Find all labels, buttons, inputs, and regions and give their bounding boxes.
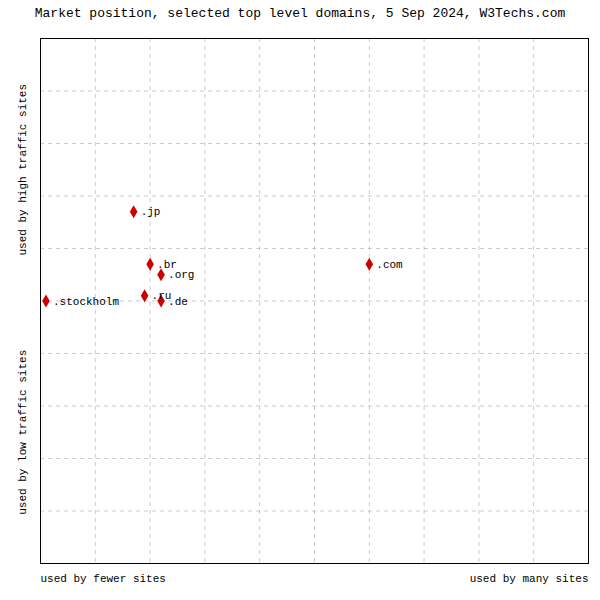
svg-text:.de: .de: [168, 296, 188, 308]
html-text:Market position, selected top: Market position, selected top level doma…: [34, 6, 566, 21]
svg-text:.org: .org: [168, 269, 194, 281]
svg-text:used by low traffic sites: used by low traffic sites: [17, 350, 29, 515]
svg-text:used by fewer sites: used by fewer sites: [41, 573, 166, 585]
svg-text:used by many sites: used by many sites: [470, 573, 589, 585]
svg-text:.com: .com: [376, 259, 403, 271]
svg-text:.ru: .ru: [151, 290, 172, 303]
svg-text:.stockholm: .stockholm: [53, 296, 119, 308]
svg-text:used by high traffic sites: used by high traffic sites: [17, 84, 29, 256]
svg-text:.jp: .jp: [141, 206, 161, 218]
svg-text:.br: .br: [157, 258, 177, 271]
